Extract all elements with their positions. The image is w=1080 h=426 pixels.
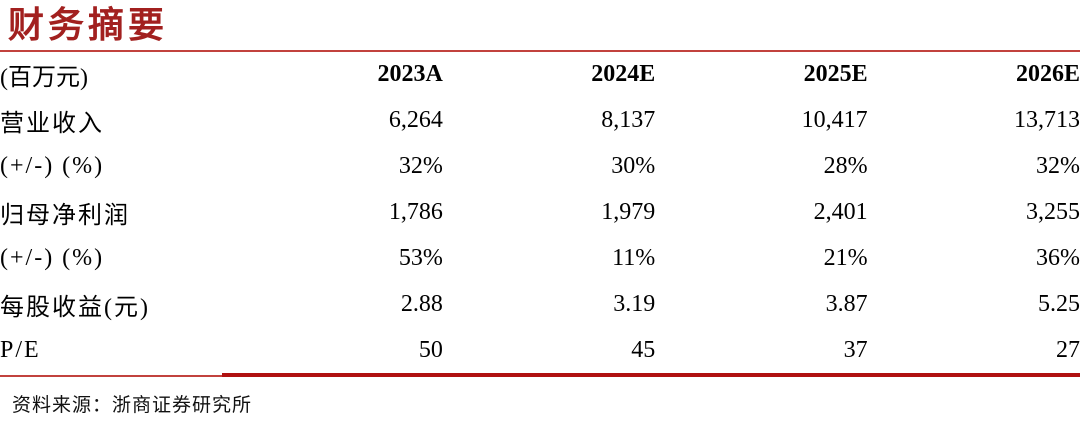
title-divider <box>0 50 1080 52</box>
table-cell: 32% <box>398 152 443 179</box>
table-cell: 2,401 <box>813 198 868 225</box>
table-cell: 37 <box>843 336 868 363</box>
row-label: 每股收益(元) <box>0 294 150 321</box>
table-cell: 36% <box>1036 244 1080 271</box>
table-cell: 3.19 <box>613 290 656 317</box>
row-label: P/E <box>0 336 41 363</box>
table-row-net-profit-growth: (+/-) (%) 53% 11% 21% 36% <box>0 235 1080 281</box>
table-row-revenue: 营业收入 6,264 8,137 10,417 13,713 <box>0 97 1080 143</box>
row-label: (+/-) (%) <box>0 152 105 179</box>
table-row-pe: P/E 50 45 37 27 <box>0 327 1080 373</box>
table-cell: 5.25 <box>1038 290 1080 317</box>
bottom-divider-thin-segment <box>0 375 222 377</box>
col-header-2025e: 2025E <box>803 61 868 87</box>
table-cell: 27 <box>1056 336 1080 363</box>
table-cell: 11% <box>612 244 656 271</box>
table-cell: 1,979 <box>601 198 656 225</box>
table-row-revenue-growth: (+/-) (%) 32% 30% 28% 32% <box>0 143 1080 189</box>
table-cell: 10,417 <box>801 106 868 133</box>
table-cell: 3,255 <box>1026 198 1080 225</box>
table-cell: 2.88 <box>400 290 443 317</box>
financial-summary-table: (百万元) 2023A 2024E 2025E 2026E 营业收入 6,264… <box>0 52 1080 373</box>
col-header-2024e: 2024E <box>591 61 656 87</box>
table-cell: 50 <box>418 336 443 363</box>
table-cell: 45 <box>631 336 656 363</box>
table-bottom-divider <box>0 373 1080 377</box>
table-cell: 6,264 <box>388 106 443 133</box>
table-cell: 30% <box>611 152 656 179</box>
row-label: 归母净利润 <box>0 202 130 229</box>
table-header-row: (百万元) 2023A 2024E 2025E 2026E <box>0 52 1080 97</box>
table-cell: 32% <box>1036 152 1080 179</box>
table-row-eps: 每股收益(元) 2.88 3.19 3.87 5.25 <box>0 281 1080 327</box>
table-cell: 8,137 <box>601 106 656 133</box>
table-cell: 53% <box>398 244 443 271</box>
col-header-2023a: 2023A <box>377 61 443 87</box>
table-cell: 13,713 <box>1014 106 1080 133</box>
section-title: 财务摘要 <box>8 5 169 45</box>
source-note: 资料来源：浙商证券研究所 <box>12 395 253 416</box>
bottom-divider-thick-segment <box>222 373 1080 377</box>
table-cell: 28% <box>823 152 868 179</box>
row-label: (+/-) (%) <box>0 244 105 271</box>
table-cell: 3.87 <box>825 290 868 317</box>
table-cell: 1,786 <box>388 198 443 225</box>
table-cell: 21% <box>823 244 868 271</box>
row-label: 营业收入 <box>0 110 104 137</box>
unit-label: (百万元) <box>0 65 88 91</box>
table-row-net-profit: 归母净利润 1,786 1,979 2,401 3,255 <box>0 189 1080 235</box>
col-header-2026e: 2026E <box>1015 61 1080 87</box>
